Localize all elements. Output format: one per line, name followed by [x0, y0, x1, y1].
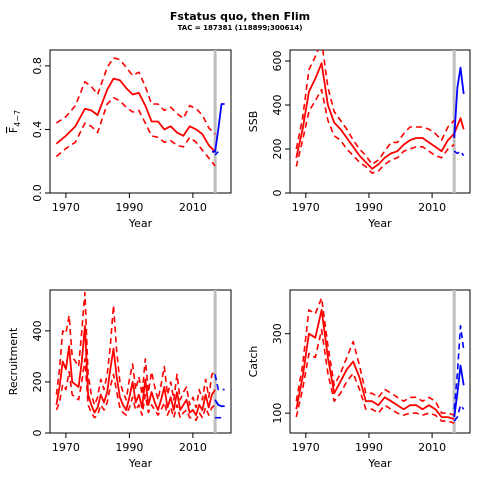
series-proj: [453, 364, 465, 418]
x-tick-label: 1990: [115, 201, 143, 214]
y-axis-label-main: F: [7, 127, 20, 133]
x-axis-label: Year: [128, 217, 153, 230]
panel-recruitment: 1970 1990 2010 0 200 400 Year Recruitment: [7, 289, 232, 470]
panel-ssb: 1970 1990 2010 0 200 400 600 Year SSB: [247, 49, 471, 230]
panel-catch: 1970 1990 2010 100 300 Year Catch: [247, 289, 471, 470]
y-tick-label: 600: [271, 51, 284, 72]
series-upper: [295, 50, 455, 166]
series-median: [55, 77, 216, 153]
series-proj-lower: [453, 150, 465, 157]
x-tick-label: 1970: [292, 441, 320, 454]
figure-subtitle: TAC = 187381 (118899;300614): [177, 24, 303, 32]
plot-frame: [289, 289, 471, 434]
figure-title: Fstatus quo, then Flim: [169, 10, 311, 23]
y-tick-label: 200: [271, 139, 284, 160]
series-median: [55, 324, 216, 417]
plot-frame: [49, 289, 232, 434]
series-proj: [214, 399, 225, 408]
y-tick-label: 0: [271, 190, 284, 197]
series-upper: [55, 57, 216, 135]
x-tick-label: 2010: [418, 201, 446, 214]
x-tick-label: 1990: [115, 441, 143, 454]
y-tick-label: 0.4: [31, 121, 44, 139]
series-proj-upper: [214, 374, 225, 391]
y-axis-label: Recruitment: [7, 327, 20, 395]
y-tick-label: 200: [31, 371, 44, 392]
x-tick-label: 2010: [418, 441, 446, 454]
series-proj: [211, 103, 225, 153]
y-tick-label: 400: [271, 95, 284, 116]
series-proj-lower: [214, 151, 219, 156]
x-tick-label: 1970: [292, 201, 320, 214]
series-proj-lower: [453, 404, 465, 422]
plot-frame: [289, 49, 471, 194]
y-tick-label: 0.0: [31, 184, 44, 202]
x-tick-label: 1970: [52, 441, 80, 454]
y-axis-label: Catch: [247, 346, 260, 378]
series-median: [295, 62, 465, 170]
y-tick-label: 400: [31, 320, 44, 341]
y-tick-label: 300: [271, 323, 284, 344]
y-axis-label: F4−7: [7, 110, 22, 133]
series-lower: [295, 328, 455, 424]
series-lower: [55, 96, 216, 167]
x-axis-label: Year: [367, 457, 392, 470]
x-tick-label: 2010: [179, 441, 207, 454]
x-tick-label: 1970: [52, 201, 80, 214]
y-tick-label: 100: [271, 403, 284, 424]
panel-fbar: 1970 1990 2010 0.0 0.4 0.8 Year F4−7: [7, 49, 232, 230]
x-axis-label: Year: [128, 457, 153, 470]
y-tick-label: 0.8: [31, 57, 44, 75]
series-lower: [55, 358, 216, 422]
series-median: [295, 308, 455, 420]
y-axis-label-sub: 4−7: [13, 110, 22, 127]
x-tick-label: 1990: [355, 441, 383, 454]
plot-frame: [49, 49, 232, 194]
y-tick-label: 0: [31, 430, 44, 437]
x-tick-label: 1990: [355, 201, 383, 214]
series-proj-upper: [453, 324, 465, 410]
series-proj: [453, 66, 465, 139]
series-upper: [295, 297, 455, 416]
x-axis-label: Year: [367, 217, 392, 230]
series-lower: [295, 88, 455, 174]
x-tick-label: 2010: [179, 201, 207, 214]
y-axis-label: SSB: [247, 111, 260, 133]
